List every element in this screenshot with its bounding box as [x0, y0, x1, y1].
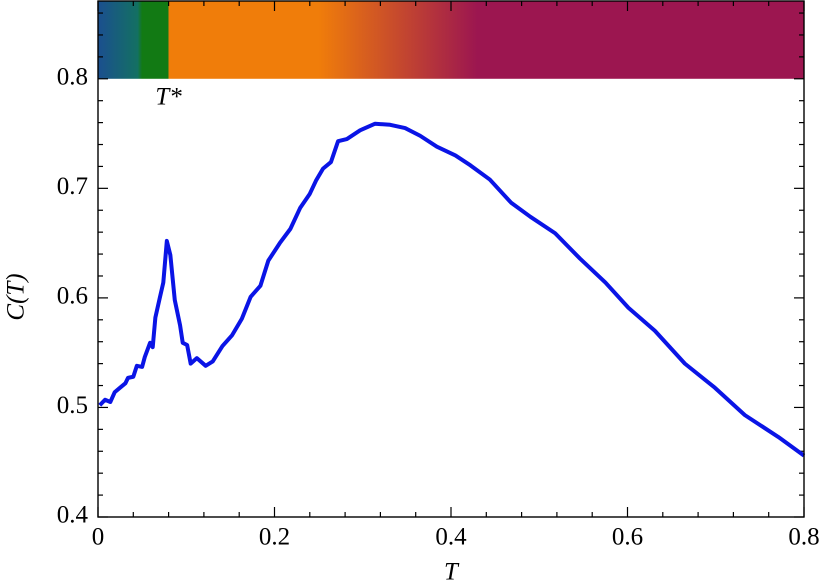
x-tick-label: 0: [92, 524, 105, 551]
x-tick-label: 0.8: [788, 524, 819, 551]
data-line: [98, 121, 806, 458]
y-tick-label: 0.7: [57, 173, 88, 200]
plot-frame: [97, 0, 805, 518]
x-tick-label: 0.4: [435, 524, 467, 551]
y-tick-label: 0.5: [57, 392, 88, 419]
annotation: T*: [155, 84, 182, 111]
x-axis-label: T: [444, 559, 460, 586]
y-tick-label: 0.8: [57, 64, 88, 91]
y-tick-label: 0.6: [57, 283, 88, 310]
color-band: [98, 1, 804, 79]
x-tick-label: 0.6: [612, 524, 643, 551]
y-tick-label: 0.4: [57, 502, 89, 529]
y-axis-label: C(T): [3, 273, 30, 320]
x-tick-label: 0.2: [259, 524, 290, 551]
